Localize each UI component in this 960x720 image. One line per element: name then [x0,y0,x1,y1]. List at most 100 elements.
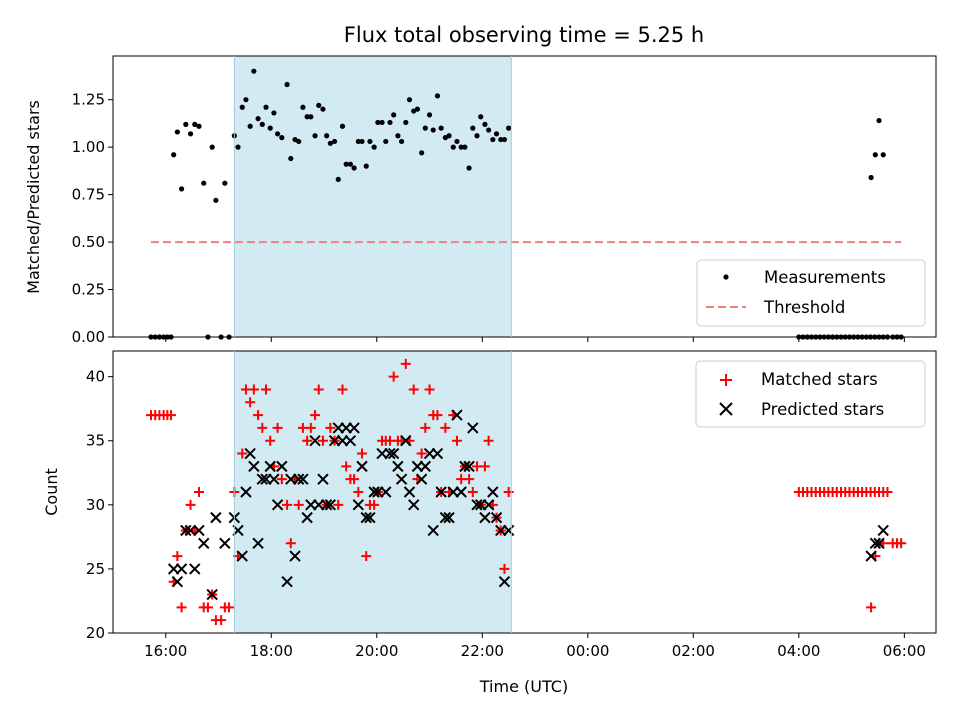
measurement-point [466,165,472,171]
predicted-stars-point [487,486,499,498]
measurement-point [367,138,373,145]
measurement-point [493,131,500,137]
measurement-point [383,138,389,145]
measurement-point [478,114,484,120]
predicted-stars-legend-label: Predicted stars [761,400,884,419]
predicted-stars-series [167,409,889,601]
measurement-point [454,138,460,145]
y-tick-label: 1.00 [72,138,105,156]
matched-stars-point [202,602,213,613]
predicted-stars-point [443,511,455,524]
predicted-stars-point [289,550,301,562]
predicted-stars-point [320,499,333,511]
matched-stars-point [305,422,316,433]
predicted-stars-point [297,473,309,485]
matched-stars-point [451,435,462,446]
measurement-point [304,114,310,120]
measurement-point [395,133,401,139]
measurement-point [267,125,273,131]
measurement-point [174,129,180,135]
matched-stars-point [503,487,514,497]
y-tick-label: 40 [86,368,105,386]
predicted-stars-point [193,524,205,537]
matched-stars-point [313,384,324,395]
matched-stars-point [882,487,893,497]
predicted-stars-point [873,537,885,549]
y-tick-label: 0.00 [72,328,105,346]
matched-stars-legend-label: Matched stars [761,370,878,389]
matched-stars-point [416,448,427,459]
matched-stars-point [353,487,364,497]
predicted-stars-point [268,473,280,485]
predicted-stars-point [384,447,396,460]
top-panel-series [148,68,904,340]
predicted-stars-point [459,460,471,473]
top-legend: Measurements Threshold [696,259,926,327]
x-tick-label: 02:00 [672,642,715,660]
measurement-point [187,131,194,137]
x-tick-label: 06:00 [883,642,926,660]
measurement-point [482,121,488,127]
predicted-stars-point [431,447,444,460]
measurement-point [498,136,504,143]
predicted-stars-legend-marker [719,402,733,416]
predicted-stars-point [180,524,192,537]
measurement-point [335,176,341,183]
measurement-point [375,119,381,126]
measurement-point [243,97,249,103]
predicted-stars-point [352,499,365,511]
measurement-point [347,161,354,167]
matched-stars-point [333,499,344,510]
predicted-stars-point [865,550,877,562]
measurements-legend-label: Measurements [764,268,886,287]
matched-stars-point [337,384,348,395]
matched-stars-point [176,602,187,613]
measurement-point [355,138,361,145]
x-tick-label: 16:00 [144,642,187,660]
measurement-point [279,135,285,141]
measurement-point [300,104,306,110]
measurement-point [462,144,468,150]
predicted-stars-point [455,486,467,498]
predicted-stars-point [451,409,463,421]
measurement-point [434,93,441,99]
measurement-point [308,114,314,120]
matched-stars-point [467,487,478,497]
matched-stars-point [400,358,411,369]
measurement-point [398,138,405,145]
matched-stars-point [193,487,204,497]
predicted-stars-point [395,473,408,485]
measurement-point [426,112,433,118]
measurement-point [331,138,338,145]
predicted-stars-point [244,447,256,460]
predicted-stars-point [467,422,479,434]
matched-stars-point [896,538,907,549]
matched-stars-point [388,371,399,382]
predicted-stars-point [171,576,184,588]
predicted-stars-point [281,576,293,588]
predicted-stars-point [479,511,491,524]
bottom-legend: Matched stars Predicted stars [695,360,926,428]
predicted-stars-point [419,460,432,473]
predicted-stars-point [400,435,412,447]
predicted-stars-point [301,511,313,524]
top-panel-shaded-region [234,56,512,337]
predicted-stars-point [324,499,337,511]
measurement-point [371,144,377,150]
matched-stars-point [499,563,510,574]
predicted-stars-point [348,422,360,434]
x-tick-label: 04:00 [777,642,820,660]
predicted-stars-point [236,550,248,562]
measurement-point [259,121,265,127]
bottom-legend-box [695,360,926,428]
predicted-stars-point [392,460,404,473]
measurement-point [450,144,456,150]
predicted-stars-point [292,473,305,485]
measurement-point [379,119,385,126]
predicted-stars-point [368,486,380,498]
matched-stars-point [420,422,431,433]
matched-stars-point [272,422,283,433]
matched-stars-point [224,602,235,613]
measurement-point [486,127,492,133]
